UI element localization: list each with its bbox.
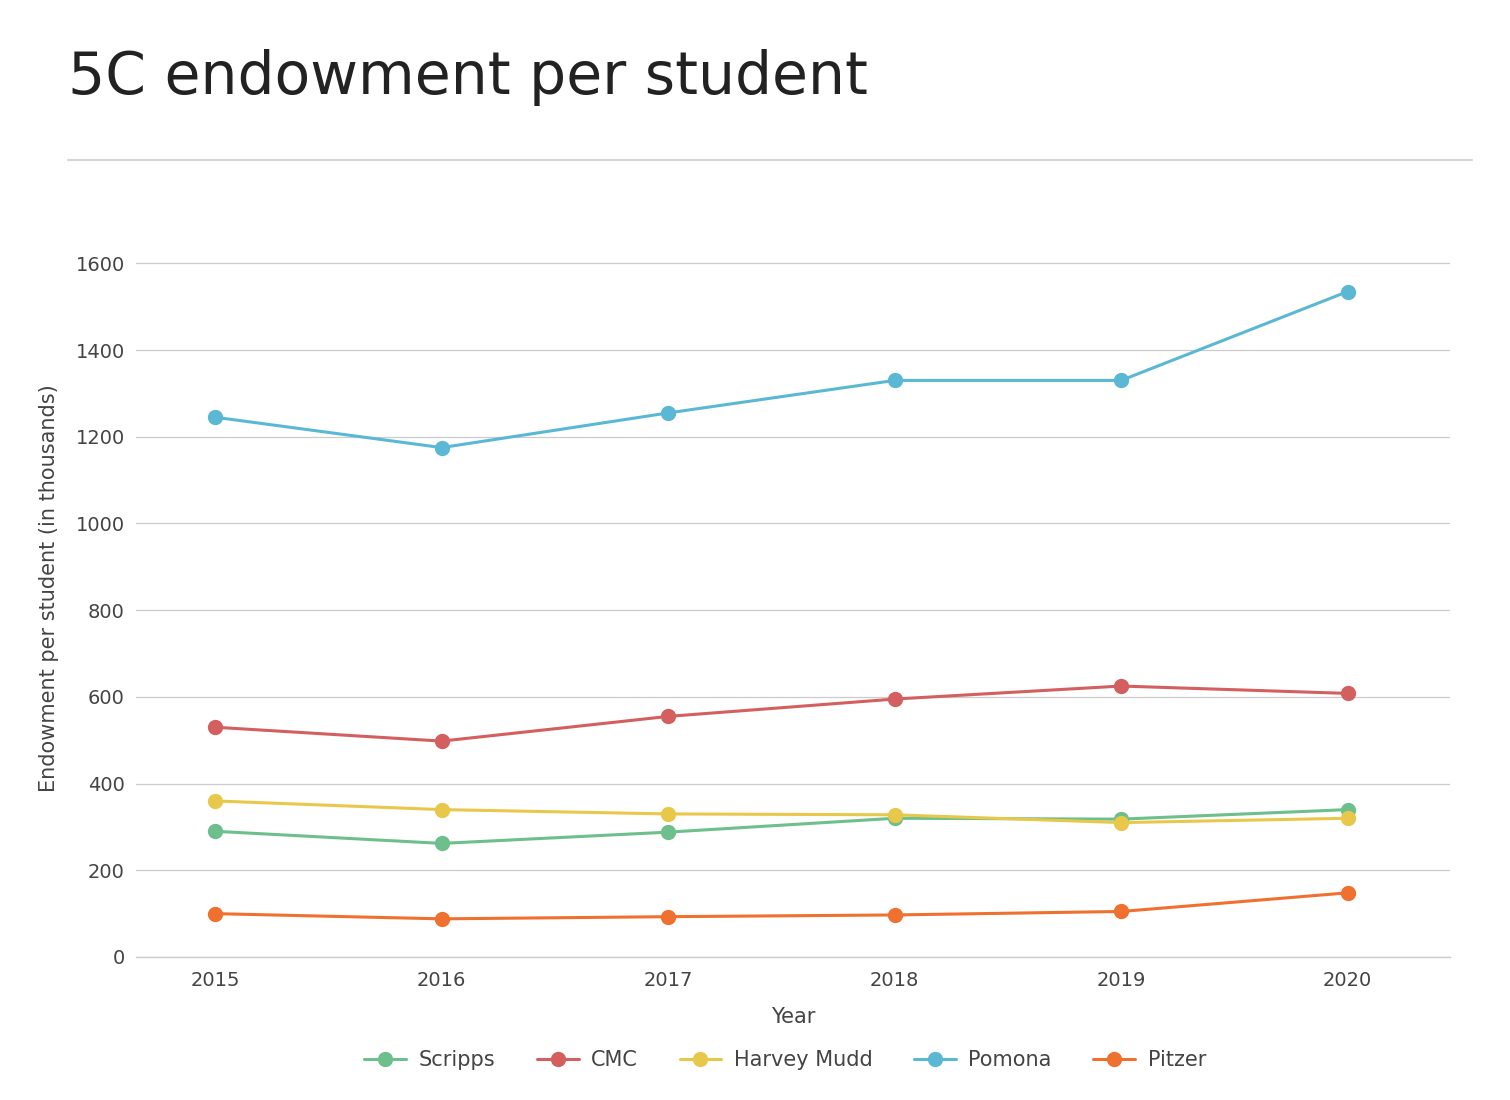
Pitzer bbox=[886, 909, 904, 922]
Legend: Scripps, CMC, Harvey Mudd, Pomona, Pitzer: Scripps, CMC, Harvey Mudd, Pomona, Pitze… bbox=[356, 1042, 1214, 1079]
Harvey Mudd bbox=[886, 808, 904, 822]
CMC bbox=[1339, 686, 1357, 700]
Line: Pomona: Pomona bbox=[208, 285, 1354, 454]
Scripps bbox=[886, 812, 904, 825]
Pitzer bbox=[433, 912, 451, 925]
Scripps bbox=[1113, 813, 1131, 826]
Scripps bbox=[660, 825, 678, 838]
CMC bbox=[1113, 680, 1131, 693]
Pomona bbox=[1113, 374, 1131, 387]
Harvey Mudd bbox=[660, 807, 678, 821]
Pitzer bbox=[1113, 905, 1131, 918]
Line: Pitzer: Pitzer bbox=[208, 886, 1354, 926]
Pomona bbox=[886, 374, 904, 387]
Y-axis label: Endowment per student (in thousands): Endowment per student (in thousands) bbox=[39, 385, 59, 792]
Scripps bbox=[1339, 803, 1357, 816]
CMC bbox=[886, 693, 904, 706]
Harvey Mudd bbox=[433, 803, 451, 816]
Pomona bbox=[433, 441, 451, 454]
Pitzer bbox=[660, 910, 678, 923]
Scripps bbox=[433, 837, 451, 850]
Line: Scripps: Scripps bbox=[208, 803, 1354, 850]
Harvey Mudd bbox=[1113, 816, 1131, 829]
CMC bbox=[660, 710, 678, 723]
Scripps bbox=[207, 825, 225, 838]
CMC bbox=[207, 720, 225, 734]
Harvey Mudd bbox=[1339, 812, 1357, 825]
Text: 5C endowment per student: 5C endowment per student bbox=[68, 50, 868, 107]
Pitzer bbox=[207, 908, 225, 921]
Pitzer bbox=[1339, 887, 1357, 900]
Harvey Mudd bbox=[207, 794, 225, 807]
Pomona bbox=[207, 410, 225, 424]
Line: CMC: CMC bbox=[208, 679, 1354, 748]
CMC bbox=[433, 735, 451, 748]
X-axis label: Year: Year bbox=[770, 1006, 815, 1026]
Pomona bbox=[1339, 285, 1357, 298]
Pomona bbox=[660, 406, 678, 419]
Line: Harvey Mudd: Harvey Mudd bbox=[208, 794, 1354, 829]
